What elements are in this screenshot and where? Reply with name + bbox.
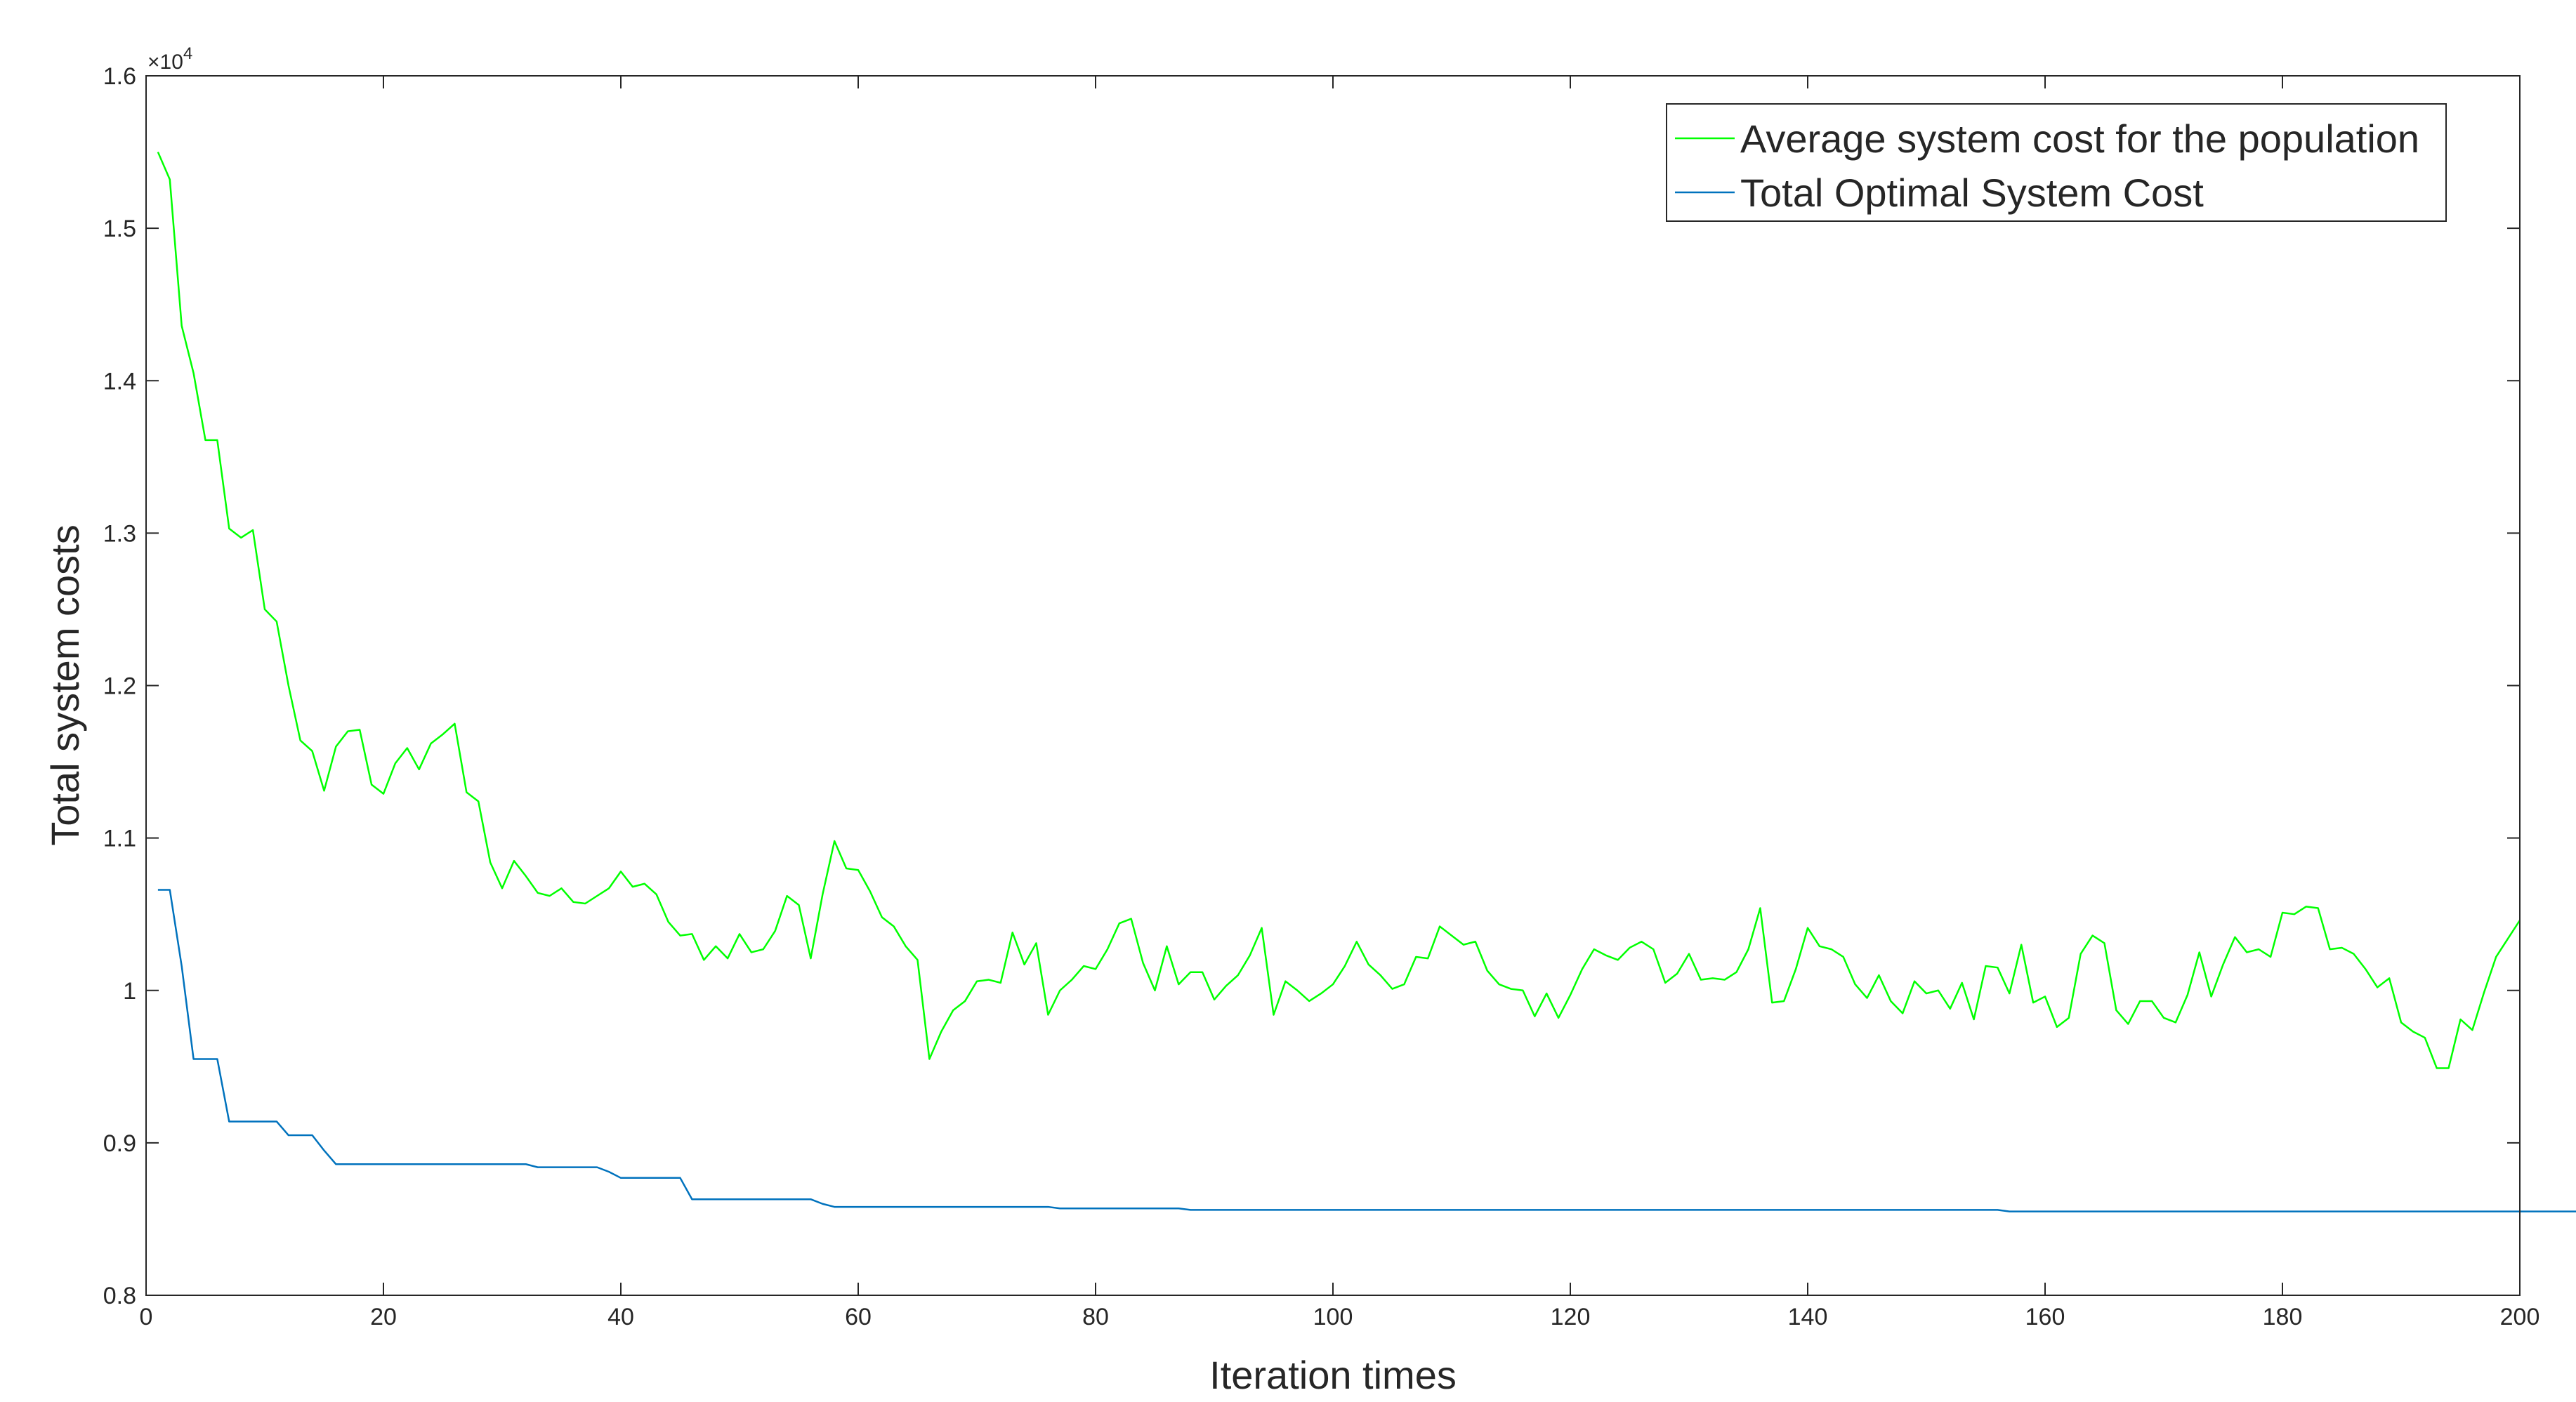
- x-tick-label-200: 200: [2500, 1304, 2540, 1330]
- x-tick-label-0: 0: [140, 1304, 153, 1330]
- legend-box: [1666, 103, 2447, 222]
- x-tick-label-100: 100: [1313, 1304, 1353, 1330]
- y-tick-label-1.1: 1.1: [103, 826, 136, 852]
- plot-frame: [145, 75, 2521, 1296]
- x-tick-label-120: 120: [1551, 1304, 1591, 1330]
- x-tick-label-180: 180: [2263, 1304, 2303, 1330]
- x-tick-label-20: 20: [370, 1304, 397, 1330]
- x-tick-label-80: 80: [1082, 1304, 1109, 1330]
- x-tick-label-160: 160: [2025, 1304, 2065, 1330]
- y-exponent-label: ×104: [147, 44, 192, 74]
- ticks-layer: 0 20 40 60 80 100 120 140 160 180 200 0.8 0.9 1 1.1 1.2…: [103, 63, 2540, 1330]
- plot-area: [146, 76, 2520, 1295]
- legend: Average system cost for the population T…: [1666, 103, 2447, 222]
- y-axis-title: Total system costs: [43, 524, 87, 845]
- x-tick-label-60: 60: [845, 1304, 872, 1330]
- x-tick-label-140: 140: [1788, 1304, 1828, 1330]
- y-tick-label-1.4: 1.4: [103, 368, 136, 395]
- series-line-optimal-cost: [157, 889, 2576, 1212]
- series-line-average-cost: [157, 152, 2521, 1069]
- y-tick-label-1: 1: [123, 978, 136, 1005]
- x-tick-label-40: 40: [607, 1304, 634, 1330]
- y-tick-label-1.3: 1.3: [103, 520, 136, 547]
- series-layer: [157, 152, 2576, 1212]
- y-tick-label-0.9: 0.9: [103, 1130, 136, 1157]
- legend-label-optimal: Total Optimal System Cost: [1740, 171, 2204, 215]
- y-tick-label-0.8: 0.8: [103, 1283, 136, 1309]
- y-tick-label-1.2: 1.2: [103, 673, 136, 700]
- y-tick-label-1.5: 1.5: [103, 216, 136, 242]
- x-axis-title: Iteration times: [1209, 1353, 1457, 1397]
- y-exponent-power: 4: [183, 44, 192, 63]
- legend-label-average: Average system cost for the population: [1740, 117, 2419, 161]
- y-tick-label-1.6: 1.6: [103, 63, 136, 90]
